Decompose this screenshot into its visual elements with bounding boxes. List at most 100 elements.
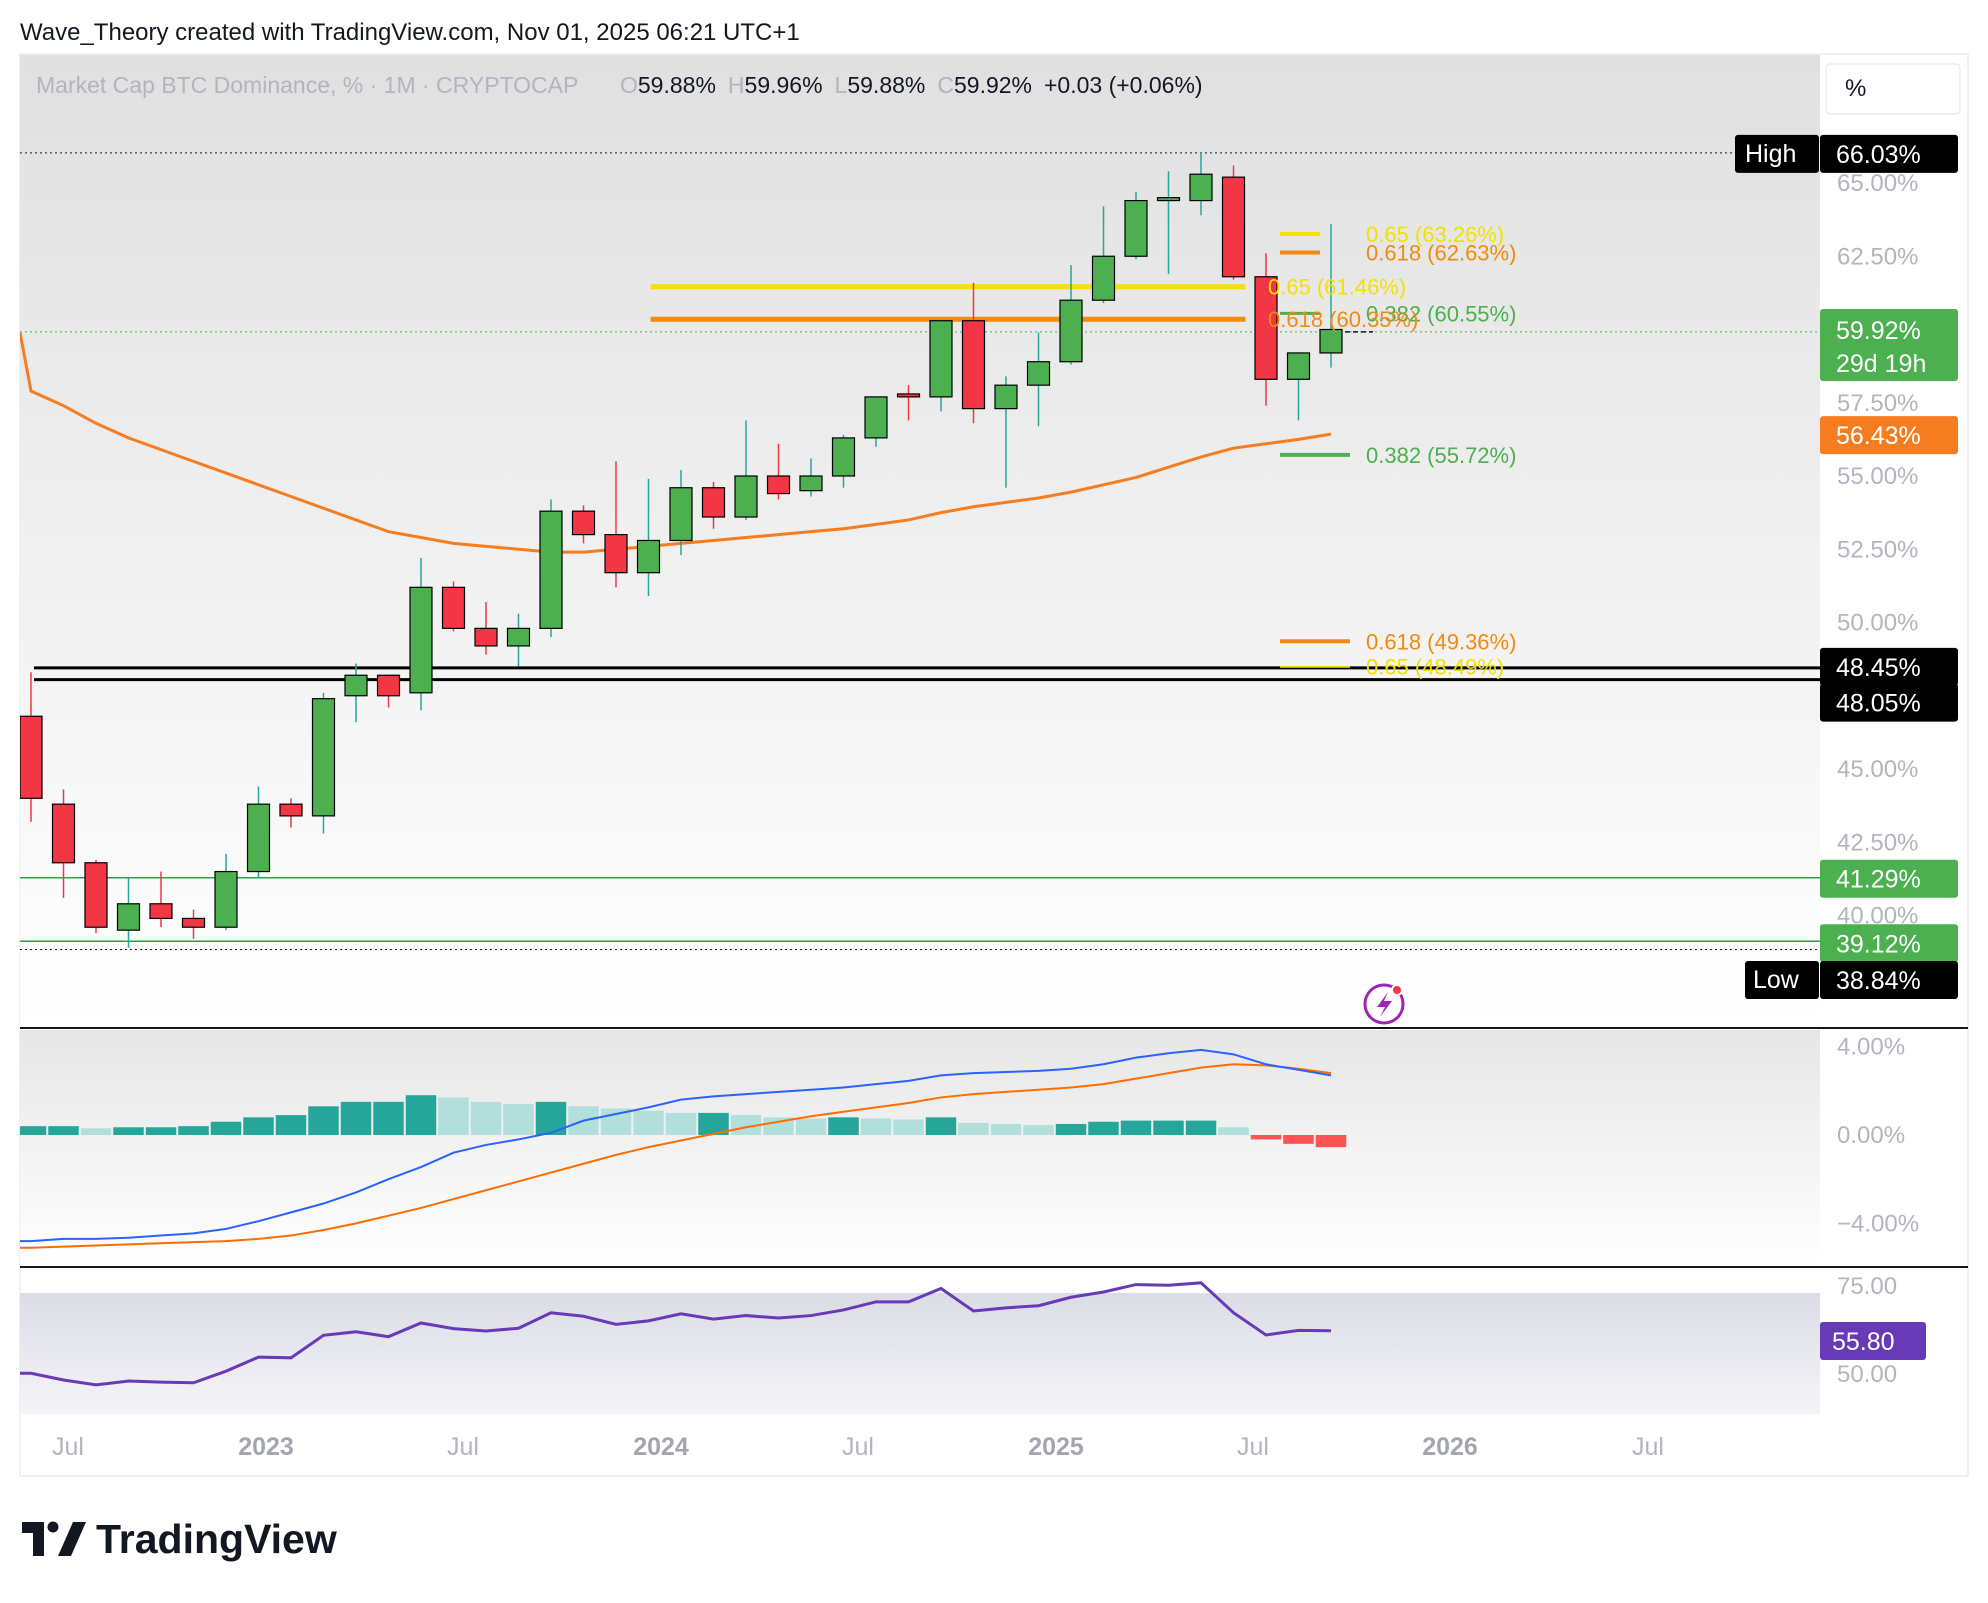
candle-body bbox=[1091, 255, 1116, 301]
macd-histogram-bar bbox=[1185, 1120, 1217, 1135]
price-label: 38.84% bbox=[1836, 967, 1921, 995]
moving-average-line bbox=[20, 332, 1332, 554]
fib-level-label: 0.618 (60.35%) bbox=[1268, 307, 1418, 332]
macd-y-tick-label: 4.00% bbox=[1837, 1034, 1905, 1061]
macd-histogram-bar bbox=[470, 1101, 502, 1135]
low-tag-box bbox=[1745, 961, 1819, 999]
candle-body bbox=[1189, 173, 1213, 202]
price-label-box bbox=[1820, 924, 1958, 963]
macd-histogram-bar bbox=[20, 1126, 47, 1135]
candle-body bbox=[636, 539, 661, 574]
scale-toggle-button[interactable]: % bbox=[1825, 63, 1961, 115]
x-tick-label: 2026 bbox=[1422, 1433, 1478, 1461]
header-credit: Wave_Theory created with TradingView.com… bbox=[20, 19, 800, 46]
fib-level-label: 0.382 (60.55%) bbox=[1366, 301, 1516, 326]
candle-body bbox=[84, 862, 108, 928]
macd-histogram-bar bbox=[113, 1127, 144, 1135]
candle-body bbox=[896, 393, 921, 398]
price-label: 66.03% bbox=[1836, 141, 1921, 169]
macd-histogram-bar bbox=[1218, 1127, 1249, 1135]
price-label-box bbox=[1820, 961, 1958, 999]
y-tick-label: 55.00% bbox=[1837, 463, 1918, 490]
candle-body bbox=[116, 903, 141, 931]
countdown-label: 29d 19h bbox=[1836, 350, 1926, 378]
rsi-line bbox=[20, 1281, 1332, 1387]
candle-body bbox=[669, 487, 693, 542]
x-tick-label: 2023 bbox=[238, 1433, 294, 1461]
rsi-band bbox=[20, 1293, 1820, 1414]
candle-body bbox=[1254, 276, 1278, 380]
price-pane bbox=[20, 152, 1820, 950]
price-label: 48.05% bbox=[1836, 690, 1921, 718]
candle-body bbox=[311, 698, 336, 817]
macd-line bbox=[20, 1048, 1332, 1243]
macd-histogram-bar bbox=[925, 1117, 957, 1135]
y-tick-label: 62.50% bbox=[1837, 243, 1918, 270]
macd-histogram-bar bbox=[1088, 1121, 1119, 1135]
price-label: 39.12% bbox=[1836, 930, 1921, 958]
macd-histogram-bar bbox=[990, 1123, 1022, 1135]
macd-histogram-bar bbox=[893, 1119, 924, 1135]
candle-body bbox=[1286, 352, 1311, 380]
candle-body bbox=[20, 715, 43, 799]
rsi-last-box bbox=[1820, 1322, 1926, 1360]
macd-y-tick-label: −4.00% bbox=[1837, 1210, 1919, 1237]
fib-level-label: 0.65 (61.46%) bbox=[1268, 275, 1406, 300]
candle-body bbox=[409, 586, 433, 694]
rsi-y-tick-label: 75.00 bbox=[1837, 1273, 1897, 1300]
price-overlay: 0.65 (63.26%)0.618 (62.63%) 0.65 (61.46%)… bbox=[1268, 222, 1516, 680]
candle-body bbox=[799, 475, 823, 492]
candle-body bbox=[929, 320, 953, 398]
tradingview-logo-icon bbox=[22, 1521, 86, 1556]
high-tag-box bbox=[1735, 134, 1819, 173]
macd-indicator bbox=[20, 1048, 1347, 1249]
macd-histogram-bar bbox=[178, 1126, 209, 1135]
fib-level-label: 0.65 (63.26%) bbox=[1366, 222, 1504, 247]
macd-signal-line bbox=[20, 1063, 1332, 1249]
main-pane bbox=[20, 55, 1820, 1027]
fib-level-label: 0.618 (49.36%) bbox=[1366, 629, 1516, 654]
y-tick-label: 50.00% bbox=[1837, 610, 1918, 637]
lightning-alert-icon[interactable] bbox=[1363, 983, 1405, 1025]
candle-body bbox=[376, 674, 401, 697]
candle-body bbox=[1059, 299, 1083, 363]
price-label-box bbox=[1820, 859, 1958, 898]
axes: 65.00% 62.50% 57.50% 55.00% 52.50% 50.00% 45.0… bbox=[52, 134, 1958, 1461]
candle-body bbox=[701, 487, 726, 518]
price-label: 41.29% bbox=[1836, 866, 1921, 894]
candle-body bbox=[474, 627, 498, 647]
macd-histogram-bar bbox=[958, 1122, 989, 1135]
legend-ohlc: O59.88% H59.96% L59.88% C59.92% +0.03 (+0.06… bbox=[620, 72, 1203, 98]
last-price-label: 59.92% bbox=[1836, 317, 1921, 345]
price-label-box bbox=[1820, 683, 1958, 722]
rsi-last-label: 55.80 bbox=[1832, 1328, 1895, 1356]
rsi-y-tick-label: 50.00 bbox=[1837, 1361, 1897, 1388]
y-tick-label: 57.50% bbox=[1837, 390, 1918, 417]
x-tick-label: Jul bbox=[52, 1433, 84, 1461]
fib-level-label: 0.382 (55.72%) bbox=[1366, 443, 1516, 468]
price-label-box bbox=[1820, 647, 1958, 686]
macd-histogram-bar bbox=[730, 1115, 762, 1135]
macd-histogram-bar bbox=[665, 1112, 697, 1135]
candle-body bbox=[246, 803, 271, 873]
macd-histogram-bar bbox=[210, 1121, 242, 1135]
candle-body bbox=[571, 510, 596, 536]
x-tick-label: Jul bbox=[447, 1433, 479, 1461]
x-tick-label: Jul bbox=[842, 1433, 874, 1461]
legend-symbol: Market Cap BTC Dominance, % · 1M · CRYPT… bbox=[36, 72, 578, 98]
macd-histogram-bar bbox=[795, 1118, 827, 1135]
footer-brand: TradingView bbox=[96, 1516, 337, 1562]
scale-toggle-label: % bbox=[1845, 75, 1866, 102]
macd-histogram-bar bbox=[80, 1128, 112, 1135]
candle-body bbox=[214, 870, 238, 928]
x-tick-label: Jul bbox=[1237, 1433, 1269, 1461]
macd-histogram-bar bbox=[1315, 1135, 1347, 1148]
macd-histogram-bar bbox=[1153, 1120, 1184, 1135]
macd-histogram-bar bbox=[373, 1101, 404, 1135]
macd-histogram-bar bbox=[275, 1115, 307, 1135]
candle-body bbox=[1124, 199, 1148, 257]
candle-body bbox=[1156, 197, 1181, 202]
macd-histogram-bar bbox=[1023, 1125, 1054, 1135]
macd-histogram-bar bbox=[308, 1106, 339, 1135]
